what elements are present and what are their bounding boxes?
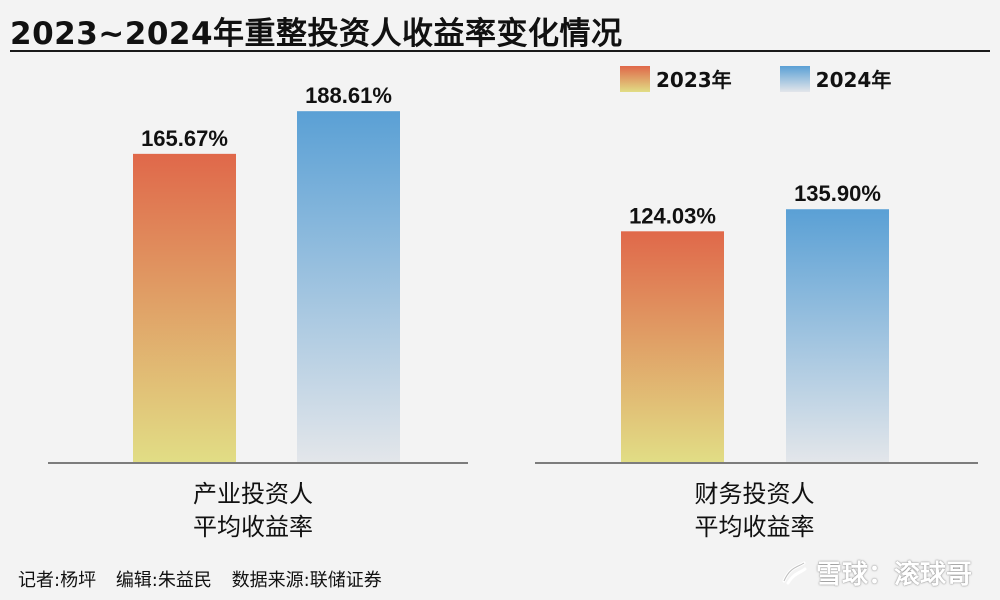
data-label-panel2-2023: 124.03% [629, 203, 716, 228]
snowball-logo-icon [782, 561, 807, 584]
bar-panel1-2023 [133, 153, 236, 462]
category-label-panel2-line1: 财务投资人 [695, 480, 815, 508]
data-label-panel2-2024: 135.90% [794, 181, 881, 206]
footer-credits: 记者:杨坪 编辑:朱益民 数据来源:联储证券 [18, 566, 396, 592]
footer-source: 数据来源:联储证券 [231, 570, 382, 591]
category-label-panel2-line2: 平均收益率 [695, 513, 815, 541]
bar-panel2-2023 [621, 231, 724, 462]
legend-item-2024: 2024年 [779, 64, 892, 93]
watermark-text: 雪球：滚球哥 [815, 560, 972, 590]
category-label-panel1-line2: 平均收益率 [193, 513, 313, 541]
footer-reporter: 记者:杨坪 [18, 570, 97, 591]
legend-label-2024: 2024年 [815, 68, 892, 92]
bar-panel2-2024 [786, 209, 889, 462]
category-label-panel1-line1: 产业投资人 [193, 480, 313, 508]
watermark: 雪球：滚球哥 [780, 554, 972, 591]
bar-panel1-2024 [297, 111, 400, 463]
footer-editor: 编辑:朱益民 [115, 570, 212, 591]
legend-swatch-2024 [779, 65, 810, 92]
data-label-panel1-2024: 188.61% [305, 83, 392, 108]
legend: 2023年 2024年 [620, 64, 939, 93]
legend-swatch-2023 [620, 65, 650, 92]
legend-item-2023: 2023年 [620, 64, 732, 93]
legend-label-2023: 2023年 [656, 68, 732, 92]
title-divider [10, 50, 990, 52]
chart-title: 2023~2024年重整投资人收益率变化情况 [10, 16, 623, 52]
data-label-panel1-2023: 165.67% [141, 126, 228, 151]
